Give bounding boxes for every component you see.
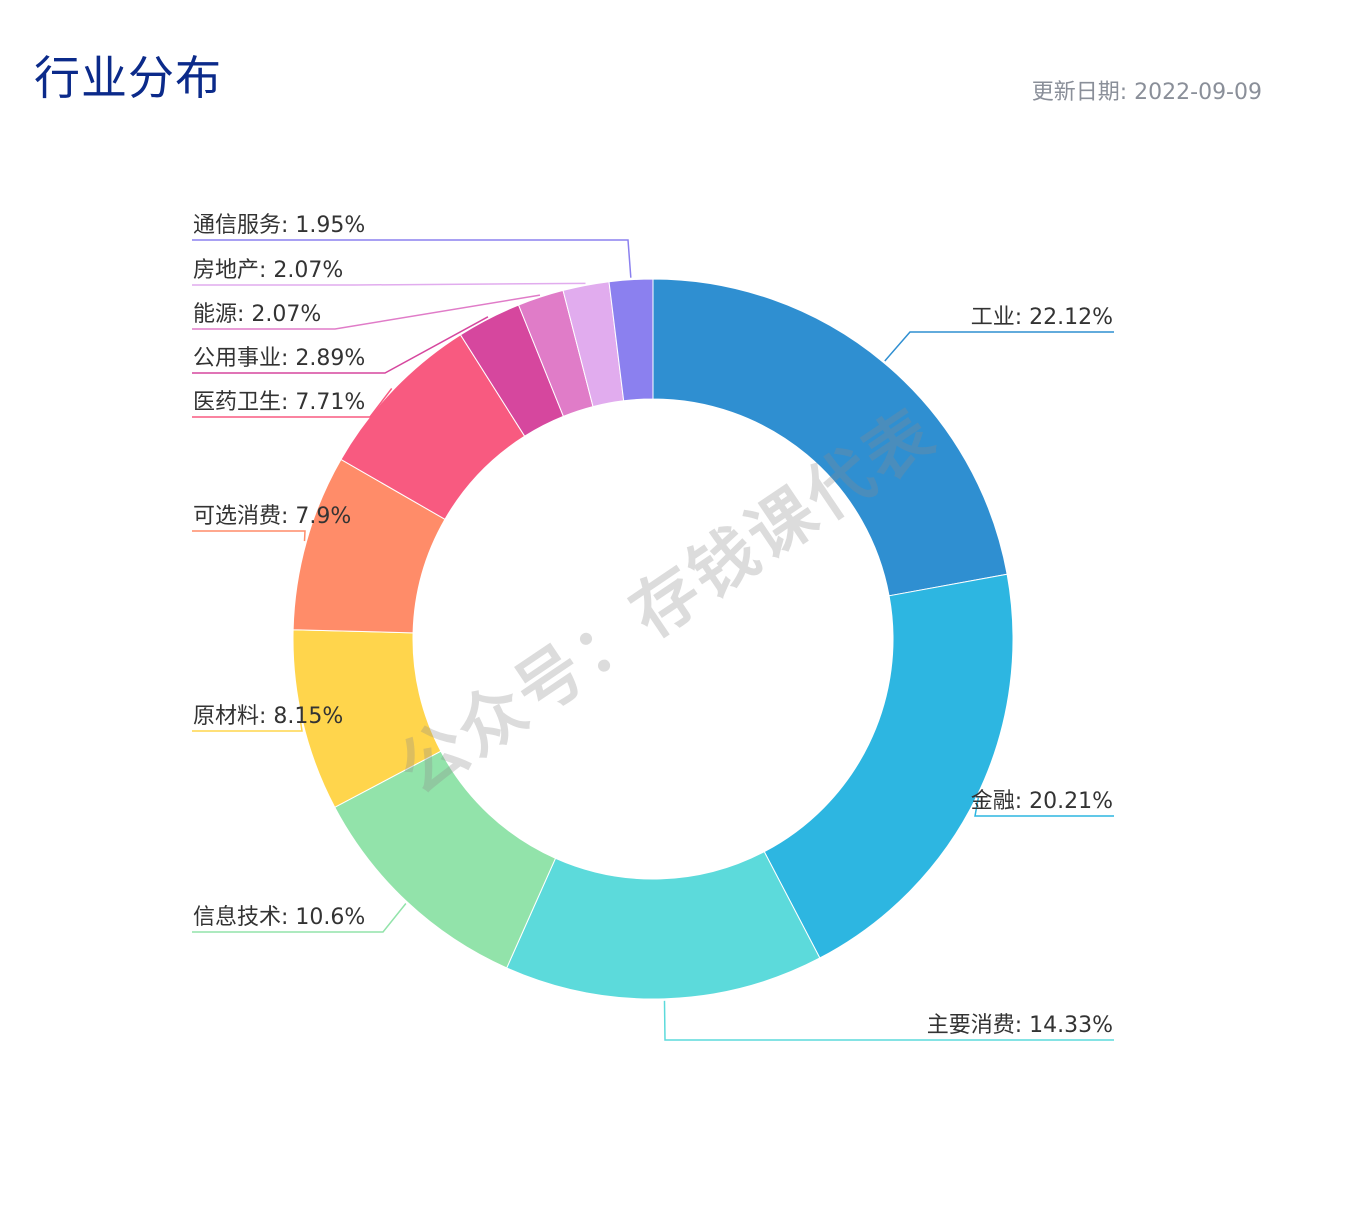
slice-label-公用事业: 公用事业: 2.89% — [193, 346, 365, 371]
slice-工业 — [652, 278, 1008, 597]
slice-label-能源: 能源: 2.07% — [193, 302, 321, 327]
slice-label-通信服务: 通信服务: 1.95% — [193, 213, 365, 238]
leader-line-可选消费 — [192, 530, 306, 542]
leader-line-信息技术 — [192, 903, 407, 933]
leader-line-医药卫生 — [192, 388, 393, 418]
leader-line-公用事业 — [192, 316, 489, 374]
label-leader-lines — [192, 239, 1114, 1041]
leader-line-主要消费 — [663, 1000, 1114, 1041]
slice-label-主要消费: 主要消费: 14.33% — [927, 1013, 1113, 1038]
update-date: 更新日期: 2022-09-09 — [1032, 78, 1262, 108]
slice-通信服务 — [608, 278, 654, 402]
slice-label-医药卫生: 医药卫生: 7.71% — [193, 390, 365, 415]
update-date-label: 更新日期: — [1031, 80, 1135, 105]
leader-line-原材料 — [192, 721, 303, 732]
slice-label-信息技术: 信息技术: 10.6% — [193, 905, 365, 930]
slice-label-金融: 金融: 20.21% — [971, 789, 1113, 814]
slice-labels: 工业: 22.12% 金融: 20.21% 主要消费: 14.33% 信息技术: 10… — [193, 213, 1113, 1038]
slice-金融 — [763, 573, 1014, 959]
leader-line-房地产 — [192, 282, 586, 286]
page-title: 行业分布 — [34, 51, 222, 105]
slice-label-原材料: 原材料: 8.15% — [193, 704, 343, 729]
slice-label-可选消费: 可选消费: 7.9% — [193, 504, 351, 529]
slice-主要消费 — [506, 850, 821, 1000]
leader-line-通信服务 — [192, 239, 632, 278]
leader-line-工业 — [884, 331, 1114, 362]
slice-label-工业: 工业: 22.12% — [971, 305, 1113, 330]
donut-slices — [292, 278, 1014, 1000]
leader-line-金融 — [974, 797, 1114, 817]
leader-line-能源 — [192, 294, 541, 330]
slice-label-房地产: 房地产: 2.07% — [193, 258, 343, 283]
update-date-value: 2022-09-09 — [1134, 80, 1262, 105]
